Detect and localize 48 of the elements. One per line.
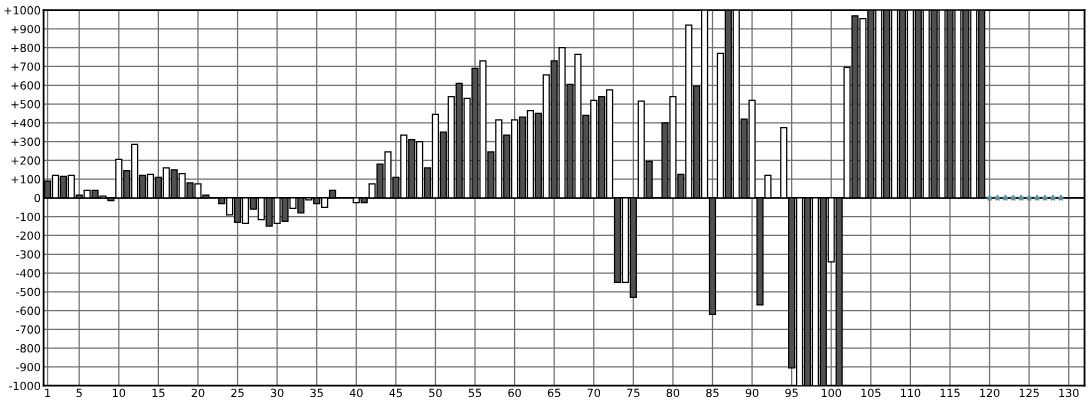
y-tick-label: +600: [11, 81, 41, 90]
y-tick-label: -500: [16, 287, 41, 297]
y-tick-label: -1000: [9, 381, 41, 391]
x-tick-label: 100: [821, 388, 842, 398]
x-tick-label: 1: [45, 388, 51, 397]
x-tick-label: 55: [468, 388, 482, 398]
y-tick-label: -100: [16, 212, 41, 222]
x-tick-label: 95: [785, 388, 798, 398]
y-tick-label: -600: [16, 306, 41, 315]
x-tick-label: 65: [547, 388, 561, 398]
x-tick-label: 80: [666, 388, 680, 398]
x-tick-label: 15: [152, 388, 165, 398]
y-tick-label: 0: [34, 193, 41, 203]
y-tick-label: +100: [11, 175, 41, 184]
x-tick-label: 85: [706, 388, 719, 398]
x-tick-label: 25: [231, 388, 244, 398]
y-tick-label: -400: [16, 269, 41, 278]
x-tick-label: 50: [429, 388, 442, 398]
x-tick-label: 5: [76, 388, 82, 398]
y-tick-label: -900: [16, 362, 41, 372]
y-tick-label: +800: [11, 43, 41, 53]
x-tick-label: 75: [627, 388, 640, 398]
x-tick-label: 115: [940, 388, 960, 398]
x-tick-label: 20: [191, 388, 205, 398]
y-tick-label: +300: [11, 137, 41, 146]
x-tick-label: 10: [112, 388, 126, 398]
y-tick-label: +700: [11, 62, 41, 71]
x-tick-label: 45: [389, 388, 402, 398]
y-tick-label: -300: [16, 250, 41, 259]
y-tick-label: -700: [16, 325, 41, 334]
x-tick-label: 30: [270, 388, 284, 398]
x-tick-label: 70: [587, 388, 601, 398]
x-tick-label: 40: [349, 388, 363, 398]
x-tick-label: 110: [901, 388, 921, 398]
y-tick-label: +1000: [4, 6, 41, 15]
y-tick-label: +400: [11, 118, 41, 128]
y-tick-label: +500: [11, 100, 41, 109]
x-tick-label: 105: [861, 388, 881, 398]
y-tick-label: -200: [16, 231, 41, 240]
x-tick-label: 35: [310, 388, 323, 398]
x-tick-label: 90: [745, 388, 759, 398]
x-tick-label: 120: [980, 388, 1000, 398]
x-tick-label: 60: [508, 388, 521, 398]
y-tick-label: +200: [11, 156, 41, 165]
y-tick-label: +900: [11, 24, 41, 34]
x-tick-label: 125: [1019, 388, 1039, 398]
x-tick-label: 130: [1059, 388, 1079, 398]
y-tick-label: -800: [16, 344, 41, 353]
